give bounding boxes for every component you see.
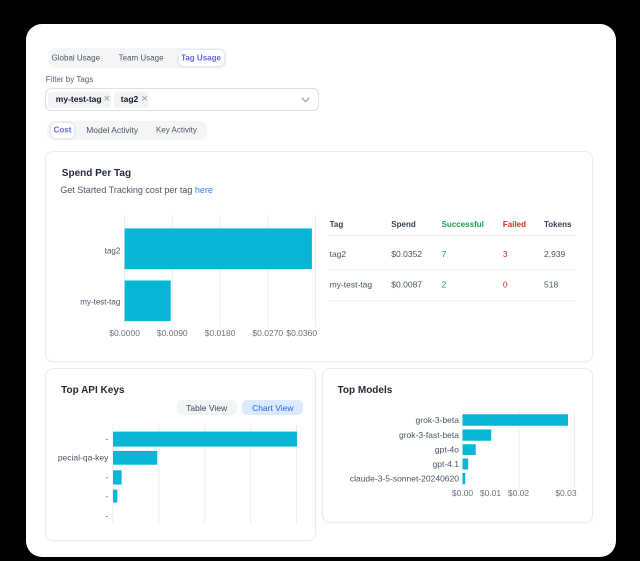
svg-text:Tag: Tag	[330, 220, 344, 229]
svg-text:pecial-qa-key: pecial-qa-key	[58, 453, 109, 463]
svg-text:my-test-tag: my-test-tag	[80, 298, 120, 307]
svg-text:tag2: tag2	[330, 249, 347, 259]
svg-text:claude-3-5-sonnet-20240620: claude-3-5-sonnet-20240620	[350, 474, 459, 484]
svg-text:2,939: 2,939	[544, 249, 566, 259]
svg-text:$0.0352: $0.0352	[391, 249, 422, 259]
svg-text:Successful: Successful	[442, 220, 484, 229]
svg-text:$0.0180: $0.0180	[205, 328, 236, 338]
svg-text:$0.0360: $0.0360	[286, 328, 317, 338]
svg-text:$0.01: $0.01	[480, 488, 502, 498]
svg-text:518: 518	[544, 280, 558, 290]
svg-text:grok-3-fast-beta: grok-3-fast-beta	[399, 430, 459, 440]
svg-text:$0.0087: $0.0087	[391, 280, 422, 290]
svg-text:my-test-tag: my-test-tag	[330, 280, 373, 290]
svg-text:$0.0090: $0.0090	[157, 328, 188, 338]
svg-text:-: -	[106, 472, 109, 482]
svg-text:$0.0000: $0.0000	[109, 328, 140, 338]
svg-text:gpt-4o: gpt-4o	[435, 445, 459, 455]
svg-text:3: 3	[503, 249, 508, 259]
svg-text:gpt-4.1: gpt-4.1	[433, 459, 460, 469]
svg-text:$0.02: $0.02	[508, 488, 530, 498]
svg-text:$0.0270: $0.0270	[252, 328, 283, 338]
svg-text:0: 0	[503, 280, 508, 290]
svg-text:tag2: tag2	[105, 247, 121, 256]
svg-text:-: -	[106, 491, 109, 501]
svg-text:$0.03: $0.03	[555, 488, 577, 498]
svg-text:2: 2	[442, 280, 447, 290]
svg-text:Spend: Spend	[391, 220, 416, 229]
svg-text:Failed: Failed	[503, 220, 526, 229]
svg-text:$0.00: $0.00	[452, 488, 474, 498]
svg-text:-: -	[106, 434, 109, 444]
svg-text:grok-3-beta: grok-3-beta	[416, 415, 460, 425]
svg-text:7: 7	[442, 249, 447, 259]
svg-text:-: -	[106, 510, 109, 520]
svg-text:Tokens: Tokens	[544, 220, 572, 229]
